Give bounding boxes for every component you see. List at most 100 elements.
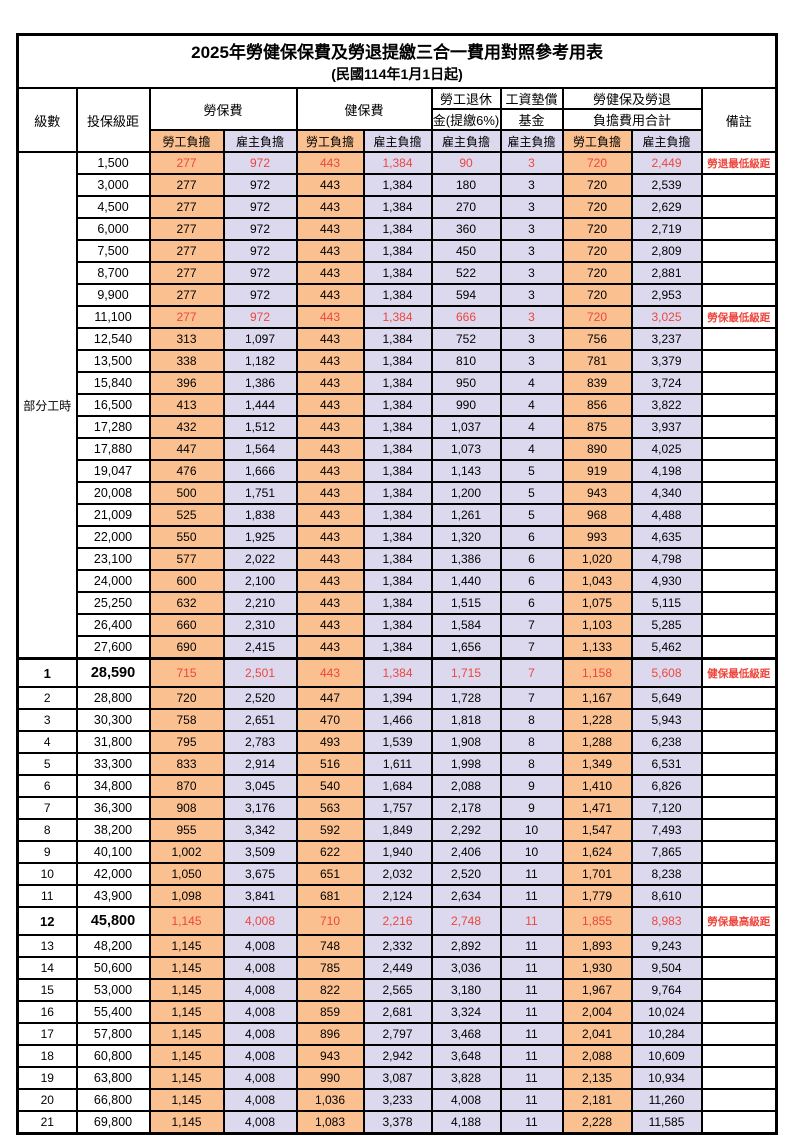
table-row: 6,000 277 972 443 1,384 360 3 720 2,719 (18, 217, 778, 241)
cell-total-employer: 4,488 (630, 503, 703, 527)
cell-health-employee: 443 (295, 283, 365, 307)
cell-health-employer: 3,378 (362, 1110, 433, 1135)
cell-health-employer: 2,942 (362, 1044, 433, 1068)
cell-pension-employer: 594 (430, 283, 502, 307)
cell-wage-fund-employer: 11 (499, 1088, 564, 1112)
cell-total-employer: 3,025 (630, 305, 703, 329)
cell-health-employer: 1,384 (362, 437, 433, 461)
table-row: 16,500 413 1,444 443 1,384 990 4 856 3,822 (18, 393, 778, 417)
cell-salary: 53,000 (75, 978, 151, 1002)
cell-remark (700, 752, 778, 776)
cell-total-employer: 10,934 (630, 1066, 703, 1090)
cell-health-employee: 540 (295, 774, 365, 798)
cell-total-employee: 720 (561, 261, 633, 285)
cell-labor-employee: 277 (148, 151, 225, 175)
cell-salary: 12,540 (75, 327, 151, 351)
cell-salary: 40,100 (75, 840, 151, 864)
cell-total-employee: 1,043 (561, 569, 633, 593)
cell-total-employer: 9,504 (630, 956, 703, 980)
cell-total-employee: 1,547 (561, 818, 633, 842)
cell-total-employer: 5,285 (630, 613, 703, 637)
table-row: 6 34,800 870 3,045 540 1,684 2,088 9 1,410 6,826 (16, 774, 778, 798)
cell-total-employee: 1,075 (561, 591, 633, 615)
cell-total-employee: 1,158 (561, 657, 633, 688)
cell-health-employer: 2,797 (362, 1022, 433, 1046)
table-row: 17 57,800 1,145 4,008 896 2,797 3,468 11 2,041 10… (16, 1022, 778, 1046)
table-body: 部分工時 1,500 277 972 443 1,384 90 3 720 2,449 勞退最低級距… (16, 151, 778, 1135)
cell-salary: 34,800 (75, 774, 151, 798)
cell-remark (700, 774, 778, 798)
cell-pension-employer: 3,648 (430, 1044, 502, 1068)
cell-wage-fund-employer: 7 (499, 686, 564, 710)
cell-labor-employee: 833 (148, 752, 225, 776)
cell-total-employer: 4,198 (630, 459, 703, 483)
cell-health-employer: 1,384 (362, 547, 433, 571)
cell-total-employee: 1,967 (561, 978, 633, 1002)
cell-labor-employer: 4,008 (222, 906, 298, 936)
cell-labor-employee: 1,145 (148, 1022, 225, 1046)
cell-health-employee: 493 (295, 730, 365, 754)
cell-health-employee: 622 (295, 840, 365, 864)
cell-health-employee: 443 (295, 261, 365, 285)
cell-health-employee: 563 (295, 796, 365, 820)
cell-health-employer: 1,539 (362, 730, 433, 754)
table-row: 2 28,800 720 2,520 447 1,394 1,728 7 1,167 5,649 (16, 686, 778, 710)
cell-health-employee: 470 (295, 708, 365, 732)
cell-health-employee: 443 (295, 569, 365, 593)
cell-health-employer: 1,757 (362, 796, 433, 820)
table-row: 16 55,400 1,145 4,008 859 2,681 3,324 11 2,004 10… (16, 1000, 778, 1024)
cell-remark (700, 1066, 778, 1090)
cell-labor-employer: 4,008 (222, 934, 298, 958)
cell-remark (700, 1022, 778, 1046)
cell-total-employer: 4,340 (630, 481, 703, 505)
cell-health-employer: 1,384 (362, 635, 433, 660)
cell-labor-employee: 1,145 (148, 934, 225, 958)
cell-total-employer: 5,462 (630, 635, 703, 660)
cell-health-employee: 443 (295, 635, 365, 660)
cell-health-employer: 1,384 (362, 481, 433, 505)
cell-pension-employer: 1,386 (430, 547, 502, 571)
cell-labor-employer: 3,342 (222, 818, 298, 842)
cell-total-employee: 1,103 (561, 613, 633, 637)
cell-wage-fund-employer: 11 (499, 1022, 564, 1046)
cell-level: 19 (16, 1066, 78, 1090)
cell-total-employer: 10,024 (630, 1000, 703, 1024)
cell-wage-fund-employer: 3 (499, 239, 564, 263)
cell-wage-fund-employer: 6 (499, 569, 564, 593)
cell-salary: 3,000 (75, 173, 151, 197)
cell-wage-fund-employer: 5 (499, 459, 564, 483)
cell-salary: 57,800 (75, 1022, 151, 1046)
cell-level: 18 (16, 1044, 78, 1068)
level-group-part-time: 部分工時 (16, 151, 78, 660)
cell-labor-employee: 500 (148, 481, 225, 505)
cell-labor-employee: 758 (148, 708, 225, 732)
cell-wage-fund-employer: 4 (499, 371, 564, 395)
cell-salary: 43,900 (75, 884, 151, 908)
cell-remark (700, 1044, 778, 1068)
cell-labor-employee: 1,002 (148, 840, 225, 864)
cell-wage-fund-employer: 11 (499, 884, 564, 908)
cell-labor-employee: 277 (148, 261, 225, 285)
cell-labor-employer: 2,914 (222, 752, 298, 776)
cell-pension-employer: 1,818 (430, 708, 502, 732)
cell-salary: 48,200 (75, 934, 151, 958)
cell-pension-employer: 270 (430, 195, 502, 219)
cell-total-employee: 919 (561, 459, 633, 483)
cell-labor-employee: 396 (148, 371, 225, 395)
cell-salary: 19,047 (75, 459, 151, 483)
cell-labor-employee: 720 (148, 686, 225, 710)
cell-labor-employee: 870 (148, 774, 225, 798)
cell-health-employer: 1,684 (362, 774, 433, 798)
cell-pension-employer: 1,143 (430, 459, 502, 483)
cell-health-employer: 1,611 (362, 752, 433, 776)
cell-health-employer: 1,384 (362, 349, 433, 373)
cell-total-employer: 8,238 (630, 862, 703, 886)
table-row: 4,500 277 972 443 1,384 270 3 720 2,629 (18, 195, 778, 219)
cell-wage-fund-employer: 8 (499, 752, 564, 776)
cell-health-employer: 1,384 (362, 261, 433, 285)
cell-pension-employer: 666 (430, 305, 502, 329)
cell-health-employer: 1,384 (362, 305, 433, 329)
cell-salary: 4,500 (75, 195, 151, 219)
cell-total-employee: 1,930 (561, 956, 633, 980)
